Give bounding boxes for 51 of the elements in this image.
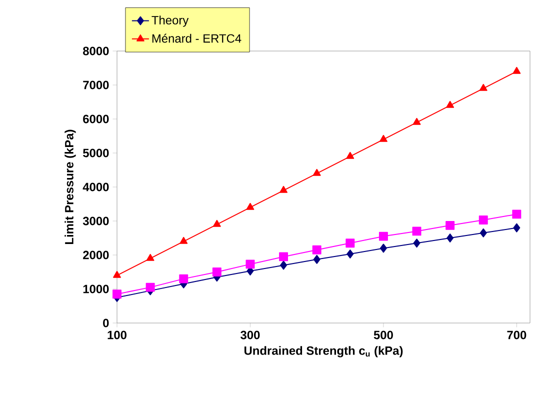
y-axis-title: Limit Pressure (kPa) (64, 130, 76, 244)
point (346, 249, 354, 258)
point (279, 252, 288, 262)
y-tick-label: 1000 (83, 284, 109, 294)
point (146, 254, 154, 261)
point (380, 244, 387, 253)
point (478, 215, 488, 224)
point (312, 168, 321, 176)
legend-label: Theory (152, 16, 189, 27)
point (446, 234, 454, 242)
point (112, 290, 122, 299)
point (513, 223, 520, 232)
point (146, 282, 155, 292)
y-tick-label: 5000 (83, 148, 109, 158)
point (380, 134, 388, 142)
point (180, 236, 188, 244)
point (312, 245, 322, 254)
y-tick-label: 2000 (83, 250, 109, 260)
point (246, 202, 254, 210)
y-tick-label: 4000 (82, 182, 109, 192)
x-tick-label: 100 (108, 330, 126, 340)
y-tick-label: 6000 (83, 114, 109, 124)
x-axis-title: Undrained Strength c$_{u}$ (kPa) (244, 346, 403, 358)
legend-label: Ménard - ERTC4 (152, 34, 242, 43)
point (412, 118, 421, 125)
point (413, 238, 420, 248)
point (313, 254, 320, 264)
point (446, 220, 455, 230)
y-tick-label: 7000 (83, 80, 109, 90)
point (246, 260, 255, 269)
x-tick-label: 300 (240, 330, 260, 340)
point (378, 232, 388, 241)
y-tick-label: 8000 (83, 46, 109, 56)
point (212, 220, 221, 227)
point (446, 100, 454, 108)
x-tick-label: 700 (507, 330, 526, 340)
point (346, 238, 355, 248)
point (479, 84, 488, 91)
point (280, 260, 288, 270)
point (280, 186, 288, 193)
point (212, 268, 222, 276)
y-tick-label: 0 (103, 318, 109, 328)
x-tick-label: 500 (374, 330, 393, 340)
point (346, 152, 354, 159)
point (480, 228, 487, 238)
point (412, 226, 422, 236)
point (179, 274, 188, 284)
point (512, 210, 522, 219)
point (113, 270, 121, 278)
y-tick-label: 3000 (82, 216, 109, 226)
point (512, 66, 521, 74)
